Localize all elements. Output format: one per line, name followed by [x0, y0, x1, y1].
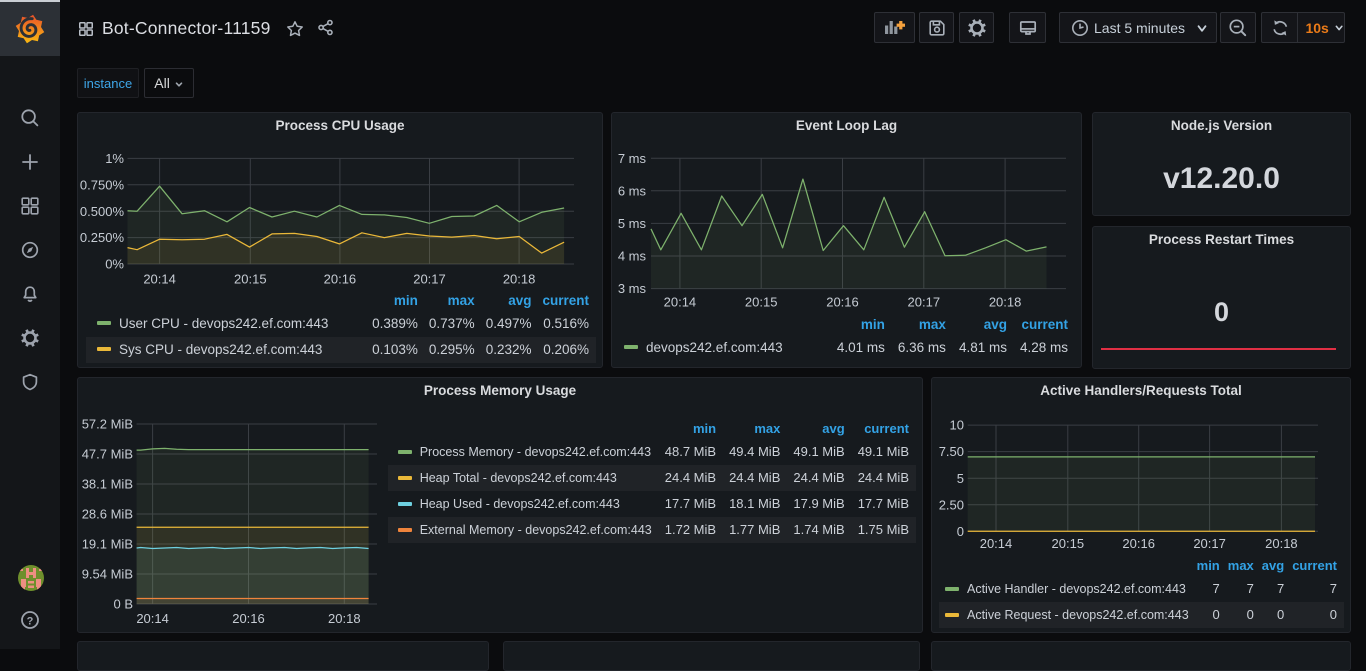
svg-text:20:14: 20:14: [980, 536, 1013, 551]
svg-text:20:16: 20:16: [232, 611, 265, 626]
svg-text:?: ?: [27, 615, 34, 627]
svg-text:0.750%: 0.750%: [80, 177, 125, 192]
svg-text:20:18: 20:18: [989, 294, 1022, 309]
svg-text:4 ms: 4 ms: [618, 249, 647, 264]
svg-text:0%: 0%: [105, 257, 124, 272]
svg-text:0 B: 0 B: [113, 597, 133, 612]
svg-text:20:14: 20:14: [664, 294, 697, 309]
svg-text:57.2 MiB: 57.2 MiB: [82, 417, 133, 432]
svg-text:5 ms: 5 ms: [618, 216, 647, 231]
svg-text:1%: 1%: [105, 151, 124, 166]
svg-text:20:14: 20:14: [136, 611, 169, 626]
svg-text:20:17: 20:17: [413, 271, 446, 286]
svg-text:19.1 MiB: 19.1 MiB: [82, 537, 133, 552]
svg-text:20:18: 20:18: [1265, 536, 1298, 551]
svg-text:20:17: 20:17: [1193, 536, 1226, 551]
svg-text:20:16: 20:16: [324, 271, 357, 286]
svg-text:20:14: 20:14: [143, 271, 176, 286]
svg-text:28.6 MiB: 28.6 MiB: [82, 507, 133, 522]
svg-text:2.50: 2.50: [939, 497, 964, 512]
svg-text:0.500%: 0.500%: [80, 204, 125, 219]
svg-text:7 ms: 7 ms: [618, 151, 647, 166]
svg-text:38.1 MiB: 38.1 MiB: [82, 477, 133, 492]
svg-text:6 ms: 6 ms: [618, 183, 647, 198]
svg-text:3 ms: 3 ms: [618, 281, 647, 296]
svg-text:20:15: 20:15: [1052, 536, 1085, 551]
svg-text:47.7 MiB: 47.7 MiB: [82, 447, 133, 462]
svg-text:0.250%: 0.250%: [80, 230, 125, 245]
svg-text:20:18: 20:18: [503, 271, 536, 286]
svg-text:0: 0: [957, 524, 964, 539]
svg-text:20:16: 20:16: [1122, 536, 1155, 551]
svg-text:20:16: 20:16: [826, 294, 859, 309]
svg-text:5: 5: [957, 471, 964, 486]
svg-text:20:18: 20:18: [328, 611, 361, 626]
svg-text:20:15: 20:15: [234, 271, 267, 286]
svg-text:10: 10: [950, 418, 964, 433]
svg-text:7.50: 7.50: [939, 444, 964, 459]
svg-text:20:15: 20:15: [745, 294, 778, 309]
svg-text:9.54 MiB: 9.54 MiB: [82, 567, 133, 582]
svg-text:20:17: 20:17: [908, 294, 941, 309]
